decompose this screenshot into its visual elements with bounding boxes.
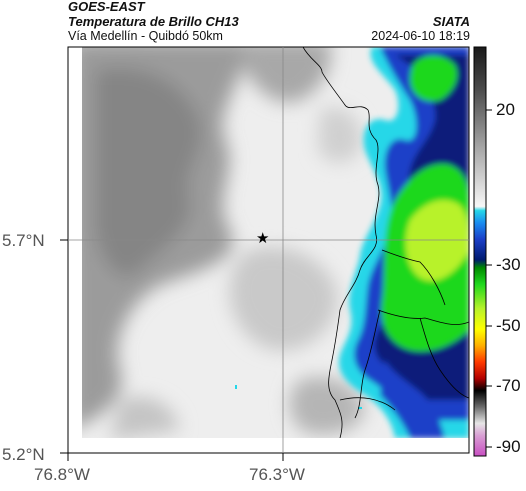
cloud-field xyxy=(82,47,365,438)
lat-tick-label-5.7: 5.7°N xyxy=(2,231,45,250)
map-bottom-strip xyxy=(82,438,469,453)
colorbar-label-minus30: -30 xyxy=(496,255,521,274)
colorbar xyxy=(473,46,487,457)
satellite-title: GOES-EAST xyxy=(68,0,145,14)
colorbar-label-minus70: -70 xyxy=(496,376,521,395)
colorbar-label-minus50: -50 xyxy=(496,316,521,335)
station-star-icon: ★ xyxy=(256,230,270,247)
colorbar-tick-marks xyxy=(486,109,492,448)
colorbar-label-minus90: -90 xyxy=(496,437,521,456)
lon-tick-label-76.3: 76.3°W xyxy=(249,465,305,484)
agency-label: SIATA xyxy=(432,14,470,29)
datetime-label: 2024-06-10 18:19 xyxy=(371,29,470,43)
colorbar-label-20: 20 xyxy=(496,100,515,119)
lon-tick-label-76.8: 76.8°W xyxy=(34,465,90,484)
map-left-strip xyxy=(68,47,82,453)
product-title: Temperatura de Brillo CH13 xyxy=(68,14,239,29)
route-subtitle: Vía Medellín - Quibdó 50km xyxy=(68,29,223,43)
lat-tick-label-5.2: 5.2°N xyxy=(2,445,45,464)
boundary-lines xyxy=(302,47,469,438)
convective-region xyxy=(338,47,469,438)
map-panel xyxy=(82,47,469,438)
